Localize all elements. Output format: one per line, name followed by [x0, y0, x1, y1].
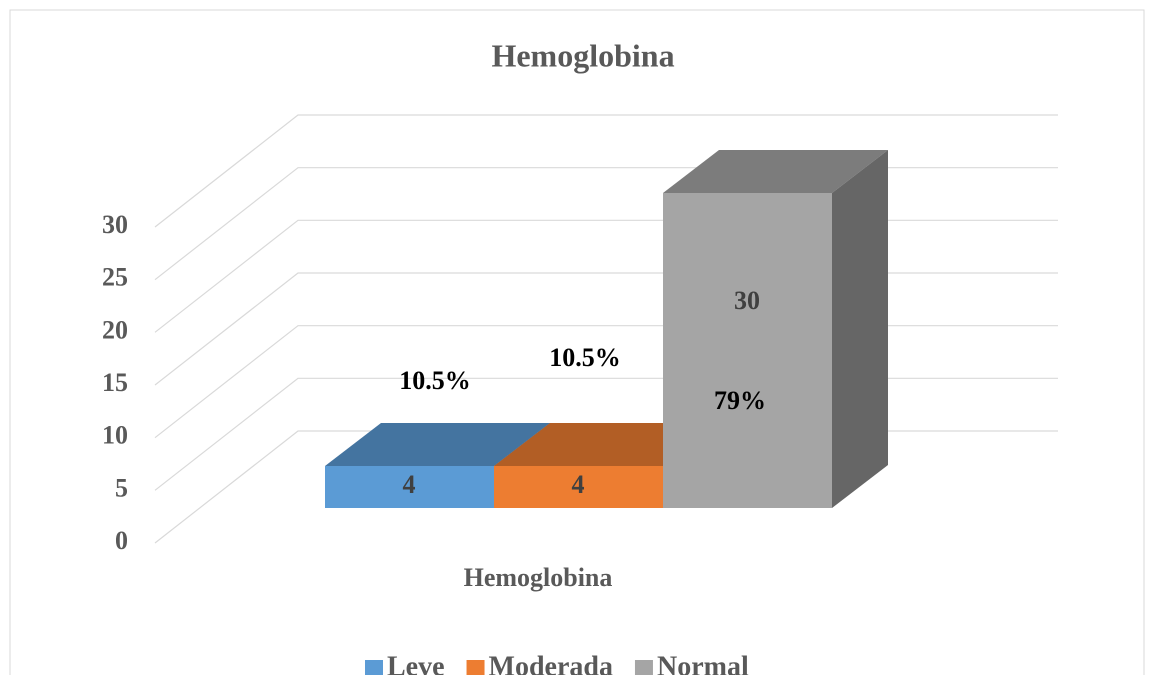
legend-swatch — [466, 660, 485, 675]
bar-top — [325, 423, 550, 466]
legend-label: Moderada — [489, 651, 613, 675]
percent-label: 10.5% — [399, 366, 471, 395]
bar-front — [663, 193, 832, 508]
x-tick-label: Hemoglobina — [464, 563, 613, 592]
y-tick-label: 25 — [102, 263, 128, 292]
grid-line — [154, 167, 1058, 281]
legend-label: Normal — [657, 651, 749, 675]
bar-front — [325, 466, 494, 508]
y-tick-label: 30 — [102, 210, 128, 239]
legend-swatch — [634, 660, 653, 675]
percent-label: 79% — [714, 386, 766, 415]
data-label: 4 — [572, 470, 585, 499]
y-tick-label: 5 — [115, 473, 128, 502]
chart-border — [9, 9, 1145, 675]
bar-top — [663, 150, 888, 193]
grid-line — [154, 219, 1058, 333]
y-tick-label: 15 — [102, 368, 128, 397]
percent-label: 10.5% — [549, 343, 621, 372]
bar-top — [494, 423, 719, 466]
legend-label: Leve — [387, 651, 445, 675]
bar-front — [494, 466, 663, 508]
y-tick-label: 0 — [115, 526, 128, 555]
legend-swatch — [365, 660, 383, 675]
y-tick-label: 20 — [102, 315, 128, 344]
data-label: 4 — [403, 470, 416, 499]
bar-side — [832, 150, 888, 508]
chart-title: Hemoglobina — [491, 37, 674, 73]
data-label: 30 — [734, 286, 760, 315]
grid-line — [154, 114, 1058, 228]
y-tick-label: 10 — [102, 421, 128, 450]
